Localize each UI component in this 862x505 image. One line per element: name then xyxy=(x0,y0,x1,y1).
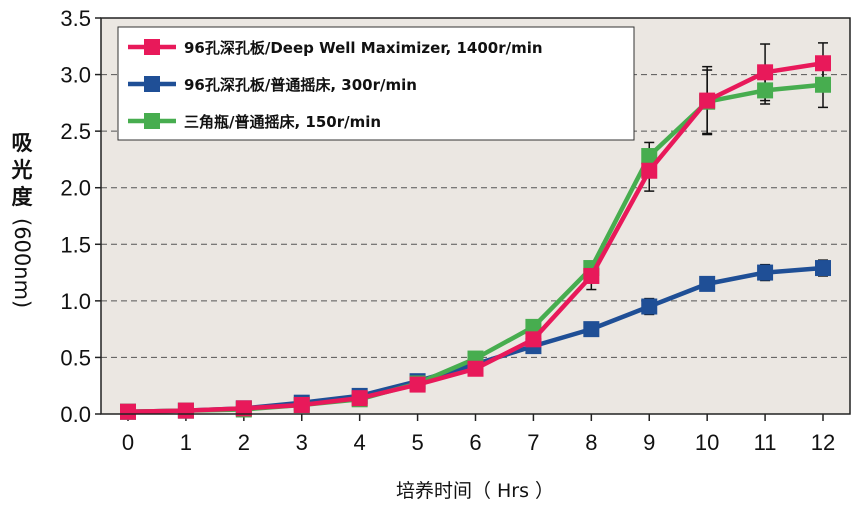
y-axis-title-char-3: 度 xyxy=(12,185,33,209)
x-tick-label-3: 3 xyxy=(296,430,308,455)
y-tick-label-4: 2.0 xyxy=(60,176,91,201)
x-tick-label-12: 12 xyxy=(811,430,835,455)
data-point-s0-3 xyxy=(293,396,310,413)
data-point-s0-6 xyxy=(467,360,484,377)
data-point-s1-10 xyxy=(699,275,716,292)
plot-frame xyxy=(100,17,851,415)
data-point-s1-11 xyxy=(757,264,774,281)
y-tick-label-6: 3.0 xyxy=(60,63,91,88)
y-axis-title-char-1: 吸 xyxy=(12,131,34,155)
x-tick-label-1: 1 xyxy=(180,430,192,455)
x-tick-label-9: 9 xyxy=(643,430,655,455)
x-tick-label-0: 0 xyxy=(122,430,134,455)
y-tick-label-5: 2.5 xyxy=(60,119,91,144)
legend-marker-2 xyxy=(144,113,160,129)
y-axis-title-unit: (600nm) xyxy=(10,218,34,308)
data-point-s0-12 xyxy=(815,55,831,72)
data-point-s2-7 xyxy=(525,318,542,335)
data-point-s2-11 xyxy=(757,82,774,99)
data-point-s0-2 xyxy=(235,400,252,417)
data-point-s0-1 xyxy=(177,402,194,419)
x-tick-label-2: 2 xyxy=(238,430,250,455)
data-point-s1-9 xyxy=(641,298,658,315)
x-tick-label-4: 4 xyxy=(354,430,366,455)
x-tick-label-6: 6 xyxy=(469,430,481,455)
data-point-s0-11 xyxy=(757,64,774,81)
y-axis-title-char-2: 光 xyxy=(11,158,33,182)
y-tick-label-3: 1.5 xyxy=(60,232,91,257)
data-point-s0-10 xyxy=(699,92,716,109)
x-tick-label-11: 11 xyxy=(754,430,777,455)
legend-label-0: 96孔深孔板/Deep Well Maximizer, 1400r/min xyxy=(184,39,543,57)
data-point-s0-0 xyxy=(120,403,136,420)
data-point-s0-4 xyxy=(351,390,368,407)
x-tick-labels: 0 1 2 3 4 5 6 7 8 9 10 11 12 xyxy=(122,430,835,455)
legend-marker-0 xyxy=(144,39,160,55)
legend-label-2: 三角瓶/普通摇床, 150r/min xyxy=(184,113,381,131)
y-tick-label-7: 3.5 xyxy=(60,6,91,31)
y-tick-labels: 0.0 0.5 1.0 1.5 2.0 2.5 3.0 3.5 xyxy=(60,6,91,427)
y-tick-label-2: 1.0 xyxy=(60,289,91,314)
data-point-s0-5 xyxy=(409,376,426,393)
y-tick-label-1: 0.5 xyxy=(60,345,91,370)
data-point-s2-12 xyxy=(815,76,831,93)
data-point-s1-12 xyxy=(815,260,831,277)
y-axis-title: 吸 光 度 (600nm) xyxy=(10,131,34,308)
x-tick-label-8: 8 xyxy=(585,430,597,455)
data-point-s0-7 xyxy=(525,331,542,348)
x-axis-title: 培养时间（ Hrs ） xyxy=(396,480,554,502)
y-tick-label-0: 0.0 xyxy=(60,402,91,427)
x-tick-label-10: 10 xyxy=(695,430,719,455)
legend-label-1: 96孔深孔板/普通摇床, 300r/min xyxy=(184,76,417,94)
legend-marker-1 xyxy=(144,76,160,92)
series-0 xyxy=(120,55,831,420)
x-tick-label-7: 7 xyxy=(527,430,539,455)
data-point-s0-8 xyxy=(583,267,600,284)
data-point-s0-9 xyxy=(641,162,658,179)
data-series xyxy=(120,55,831,420)
x-tick-label-5: 5 xyxy=(411,430,423,455)
legend-box xyxy=(117,26,635,141)
legend: 96孔深孔板/Deep Well Maximizer, 1400r/min 96孔… xyxy=(117,26,635,141)
data-point-s1-8 xyxy=(583,321,600,338)
data-point-s2-9 xyxy=(641,148,658,165)
